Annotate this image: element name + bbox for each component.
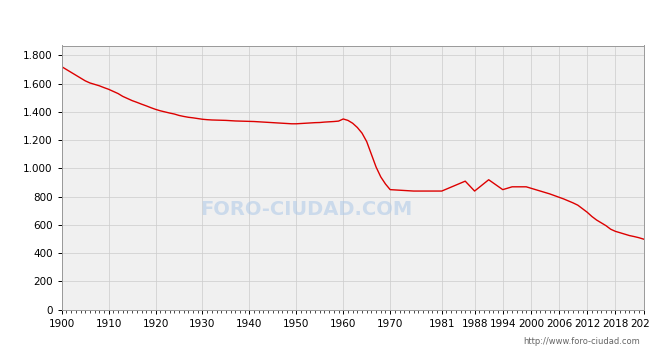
Text: FORO-CIUDAD.COM: FORO-CIUDAD.COM: [200, 200, 412, 219]
Text: Val de San Lorenzo (Municipio) - Evolucion del numero de Habitantes: Val de San Lorenzo (Municipio) - Evoluci…: [95, 14, 555, 28]
Text: http://www.foro-ciudad.com: http://www.foro-ciudad.com: [523, 337, 640, 346]
